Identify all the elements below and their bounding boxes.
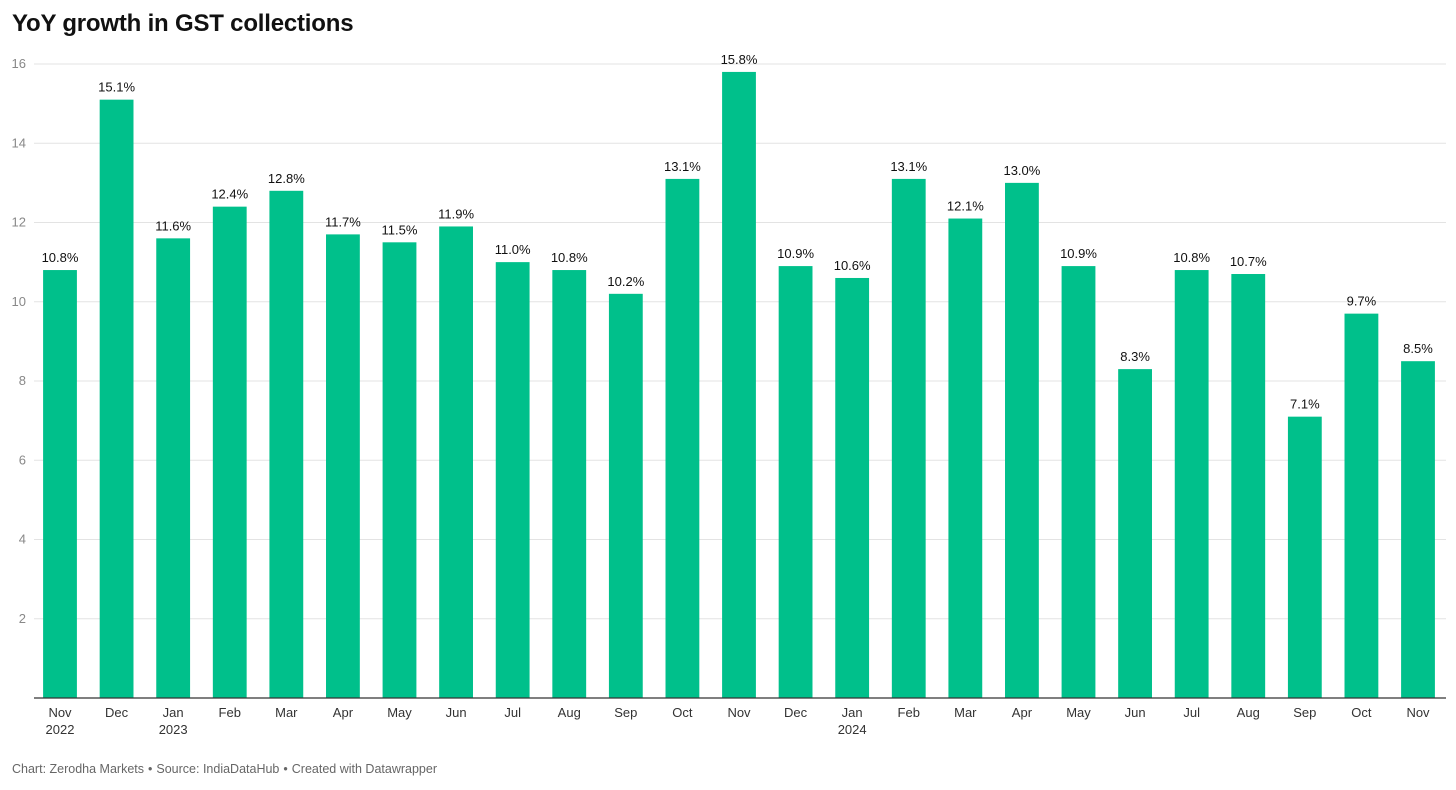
y-tick-label: 12 [12,215,26,230]
data-label: 10.7% [1230,254,1267,269]
data-label: 10.8% [551,250,588,265]
data-label: 8.5% [1403,341,1433,356]
data-label: 10.9% [777,246,814,261]
x-tick-label: Nov [48,705,72,720]
footer-source: Source: IndiaDataHub [156,762,280,776]
x-tick-label: Jul [504,705,521,720]
footer-separator: • [148,762,153,776]
x-tick-label: May [1066,705,1091,720]
data-label: 10.9% [1060,246,1097,261]
x-tick-label: Feb [898,705,920,720]
bar [269,190,304,699]
footer-chart-credit: Chart: Zerodha Markets [12,762,144,776]
x-tick-label: Mar [954,705,977,720]
x-tick-label: Dec [784,705,808,720]
bar [212,206,247,698]
x-tick-label: Jun [1125,705,1146,720]
x-tick-label: Nov [727,705,751,720]
x-tick-label: Jul [1183,705,1200,720]
data-label: 8.3% [1120,349,1150,364]
x-tick-label: Jun [446,705,467,720]
data-label: 11.9% [438,206,474,221]
data-label: 11.6% [155,218,191,233]
chart-title: YoY growth in GST collections [12,10,354,37]
x-tick-label: Sep [1293,705,1316,720]
bar [1118,369,1152,698]
y-tick-label: 4 [19,532,26,547]
bar [439,226,473,698]
bar [382,242,417,698]
x-tick-label: Feb [219,705,241,720]
bar [778,266,813,698]
bar [326,234,360,698]
bar [495,262,530,698]
bar [1344,313,1379,698]
x-tick-label: Apr [333,705,354,720]
footer-separator: • [283,762,288,776]
y-tick-label: 6 [19,452,26,467]
data-label: 9.7% [1347,294,1377,309]
data-label: 11.7% [325,214,361,229]
x-tick-label: Aug [1237,705,1260,720]
bar [1005,182,1039,698]
data-label: 15.8% [721,52,758,67]
bar [552,270,587,698]
chart-footer: Chart: Zerodha Markets • Source: IndiaData… [12,762,437,776]
data-label: 13.1% [664,159,701,174]
x-tick-label: Mar [275,705,298,720]
data-label: 10.2% [607,274,644,289]
x-tick-label: Dec [105,705,129,720]
x-tick-label: Jan [163,705,184,720]
x-tick-label: Oct [672,705,693,720]
bar [1061,266,1096,698]
bar [1287,416,1322,698]
x-tick-label: Aug [558,705,581,720]
bar [156,238,191,698]
data-label: 13.0% [1003,163,1040,178]
x-tick-label: Sep [614,705,637,720]
y-tick-label: 2 [19,611,26,626]
x-tick-label: Jan [842,705,863,720]
data-label: 15.1% [98,80,135,95]
y-tick-label: 16 [12,56,26,71]
x-tick-label: Apr [1012,705,1033,720]
data-label: 10.8% [1173,250,1210,265]
bar [665,178,700,699]
bar [608,293,643,698]
y-tick-label: 14 [12,135,26,150]
x-tick-label: May [387,705,412,720]
footer-created-with: Created with Datawrapper [291,762,437,776]
bar [43,270,77,698]
data-label: 7.1% [1290,397,1320,412]
bar [1401,361,1435,698]
x-tick-year-label: 2023 [159,722,188,737]
y-tick-label: 8 [19,373,26,388]
x-tick-label: Oct [1351,705,1372,720]
bar [891,178,926,699]
data-label: 11.0% [495,242,531,257]
bar [948,218,983,698]
data-label: 10.6% [834,258,871,273]
bar [1174,270,1209,698]
data-label: 12.4% [211,187,248,202]
data-label: 10.8% [42,250,79,265]
bar [99,99,134,699]
bar [722,71,756,699]
x-tick-year-label: 2022 [46,722,75,737]
bar [835,277,870,698]
data-label: 11.5% [382,222,418,237]
data-label: 12.1% [947,199,984,214]
data-label: 13.1% [890,159,927,174]
x-tick-label: Nov [1406,705,1430,720]
x-tick-year-label: 2024 [838,722,867,737]
data-label: 12.8% [268,171,305,186]
y-tick-label: 10 [12,294,26,309]
bar [1231,274,1266,698]
